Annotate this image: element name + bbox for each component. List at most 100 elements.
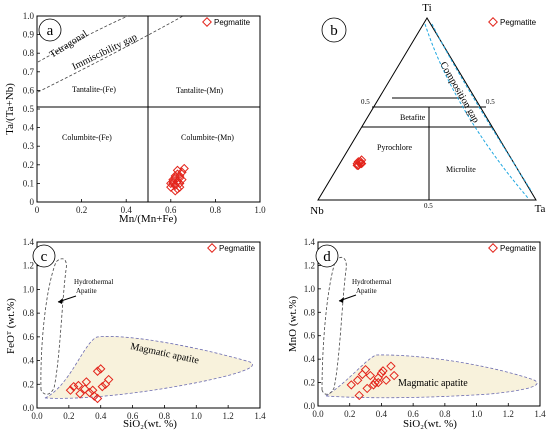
d-point: [373, 377, 383, 388]
field-pyrochlore: Pyrochlore: [377, 143, 413, 152]
d-point: [381, 375, 391, 385]
d-point: [352, 375, 363, 385]
a-point: [168, 176, 178, 187]
d-letter-circle: [315, 244, 339, 268]
c-xtick-label: 0.8: [159, 411, 171, 421]
field-tantalite-fe: Tantalite-(Fe): [72, 85, 116, 94]
c-xtick-label: 1.2: [223, 411, 234, 421]
c-annotation-hydrothermal: Hydrothermal Apatite: [74, 278, 113, 295]
panel-a: 0 0.1 0.2 0.3 0.4 0.5 0.6 0.7 0.8 0.9 1.0 0 0.2 0.4 0…: [4, 11, 266, 225]
b-point: [353, 160, 364, 171]
panel-letter-d: d: [323, 249, 331, 265]
c-legend-label: Pegmatite: [219, 244, 256, 253]
b-edge-tick-right: 0.5: [486, 98, 495, 106]
a-point: [175, 182, 185, 192]
c-xtick-label: 0.2: [63, 411, 74, 421]
a-point: [175, 171, 185, 181]
d-ytick-label: 0.8: [304, 307, 316, 317]
a-xlabel: Mn/(Mn+Fe): [119, 213, 177, 225]
c-xtick-label: 0.0: [31, 411, 43, 421]
c-ytick-label: 1.4: [23, 237, 35, 247]
a-ytick-label: 0.5: [23, 104, 35, 114]
field-betafite: Betafite: [400, 113, 426, 122]
b-edge-tick-left: 0.5: [361, 98, 370, 106]
d-ytick-label: 0.6: [304, 331, 316, 341]
a-ytick-label: 0.2: [23, 160, 34, 170]
c-point: [81, 377, 92, 387]
a-ytick-label: 0.9: [23, 30, 35, 40]
d-ylabel: MnO (wt.%): [287, 296, 299, 353]
panel-b: Ti Nb Ta 0.5 0.5 0.5 Betafite Pyrochlore…: [310, 2, 545, 217]
d-ytick-label: 0.2: [304, 378, 315, 388]
a-xtick-label: 0.2: [76, 205, 87, 215]
panel-c: 0.0 0.2 0.4 0.6 0.8 1.0 1.2 1.4 0.0 0.2 0.4 0.6 0.8…: [5, 237, 266, 430]
c-point: [73, 380, 84, 391]
c-ytick-label: 0.4: [23, 356, 35, 366]
c-ytick-label: 1.2: [23, 261, 34, 271]
a-ytick-label: 0.8: [23, 48, 35, 58]
c-legend: Pegmatite: [207, 243, 256, 253]
d-annotation-magmatic: Magmatic apatite: [398, 378, 468, 389]
d-ytick-label: 0.0: [304, 401, 316, 411]
field-columbite-fe: Columbite-(Fe): [62, 133, 112, 142]
c-point: [68, 381, 79, 392]
a-ytick-label: 0.4: [23, 123, 35, 133]
c-xtick-label: 0.4: [95, 411, 107, 421]
c-ytick-label: 1.0: [23, 284, 35, 294]
c-ytick-label: 0.0: [23, 403, 35, 413]
c-ytick-label: 0.6: [23, 332, 35, 342]
c-point: [65, 385, 76, 395]
c-xtick-label: 1.4: [254, 411, 266, 421]
a-ytick-label: 0.6: [23, 85, 35, 95]
panel-d: 0.0 0.2 0.4 0.6 0.8 1.0 1.2 1.4 0.0 0.2 0.4 0.6 0.8…: [287, 237, 546, 430]
panel-letter-a: a: [47, 23, 54, 39]
d-xtick-label: 0.4: [376, 409, 388, 419]
c-point: [75, 389, 85, 399]
d-point: [376, 368, 387, 378]
field-columbite-mn: Columbite-(Mn): [181, 133, 234, 142]
a-letter-circle: [38, 18, 62, 42]
c-ylabel: FeOᵀ (wt.%): [5, 298, 17, 354]
d-xtick-label: 0.0: [312, 409, 324, 419]
d-ytick-label: 1.4: [304, 237, 316, 247]
c-xlabel: SiO₂(wt. %): [123, 418, 177, 430]
field-composition-gap: Composition gap: [437, 60, 481, 125]
a-ylabel: Ta/(Ta+Nb): [4, 83, 16, 135]
c-xtick-label: 0.6: [127, 411, 139, 421]
d-point: [386, 361, 396, 371]
d-point: [365, 370, 376, 381]
d-xtick-label: 0.8: [439, 409, 451, 419]
a-point: [177, 174, 187, 185]
b-edge-tick-bottom: 0.5: [424, 202, 433, 210]
d-xtick-label: 1.4: [534, 409, 546, 419]
c-ytick-label: 0.2: [23, 379, 34, 389]
d-legend-label: Pegmatite: [500, 244, 537, 253]
b-legend: Pegmatite: [488, 17, 537, 27]
d-ytick-label: 0.4: [304, 354, 316, 364]
a-xtick-label: 0.4: [121, 205, 133, 215]
a-xtick-label: 0.8: [210, 205, 222, 215]
d-point: [378, 366, 388, 376]
field-microlite: Microlite: [446, 165, 476, 174]
d-xtick-label: 1.2: [503, 409, 514, 419]
vertex-nb: Nb: [310, 205, 324, 217]
c-point: [96, 364, 106, 374]
c-point: [97, 381, 108, 392]
d-xlabel: SiO₂(wt. %): [403, 418, 457, 430]
b-point: [353, 157, 364, 167]
c-xtick-label: 1.0: [191, 411, 203, 421]
d-point: [360, 364, 371, 375]
a-point: [168, 178, 178, 189]
d-xtick-label: 0.6: [408, 409, 420, 419]
field-tantalite-mn: Tantalite-(Mn): [176, 86, 223, 95]
a-ytick-label: 1.0: [23, 11, 35, 21]
a-point: [170, 180, 180, 190]
d-point: [368, 380, 379, 390]
a-xtick-label: 0.6: [165, 205, 177, 215]
d-point: [354, 390, 364, 401]
c-point: [92, 393, 103, 404]
b-letter-circle: [321, 17, 347, 43]
a-legend-label: Pegmatite: [214, 18, 251, 27]
c-ytick-label: 0.8: [23, 308, 35, 318]
